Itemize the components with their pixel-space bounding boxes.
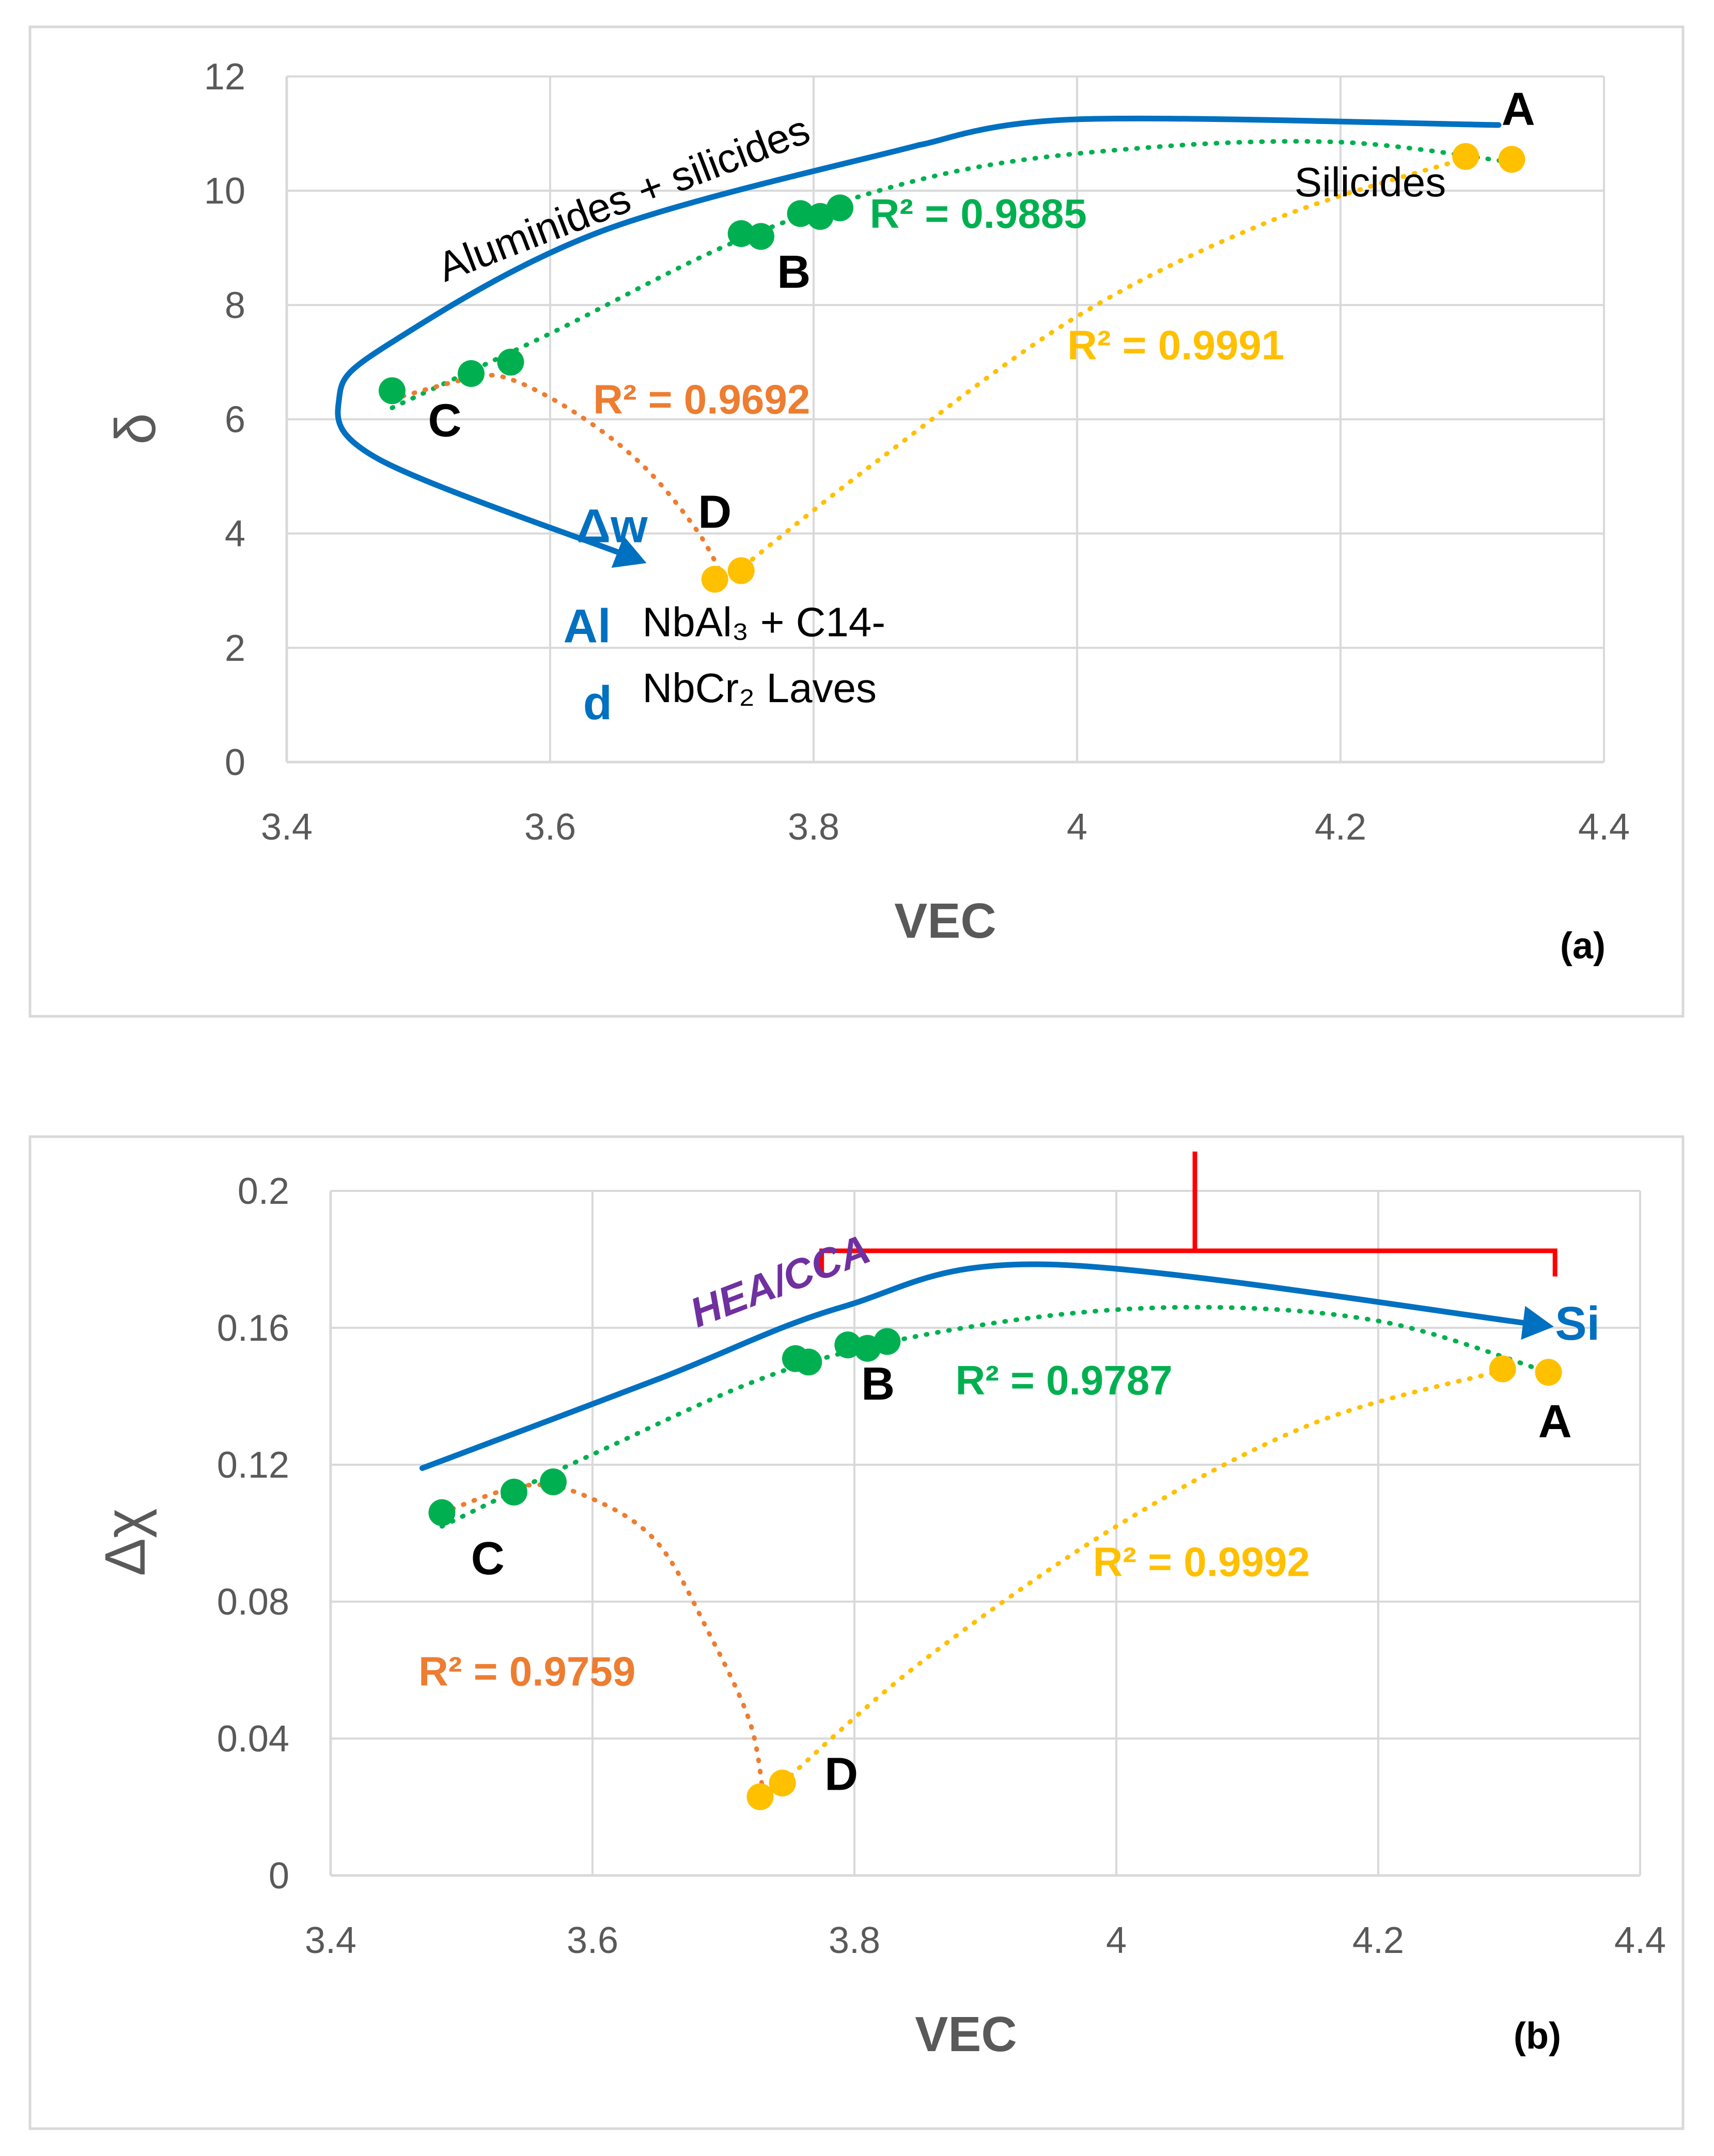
- x-tick-label: 4.2: [1352, 1920, 1404, 1961]
- y-tick-label: 0.2: [238, 1171, 289, 1212]
- panel-label-a: (a): [1560, 925, 1606, 967]
- grid-b: [329, 1190, 1641, 1877]
- region-label-silicides: Silicides: [1295, 159, 1446, 205]
- x-tick-label: 4.4: [1614, 1920, 1666, 1961]
- data-point-yellow: [1452, 143, 1479, 170]
- panel-label-b: (b): [1514, 2015, 1561, 2057]
- phase-label-line-2: NbCr₂ Laves: [643, 665, 877, 711]
- point-label-B-b: B: [861, 1358, 895, 1410]
- arrow-label-delta-w: Δw: [576, 500, 648, 552]
- r2-label-orange-b: R² = 0.9759: [418, 1648, 635, 1694]
- y-tick-label: 6: [225, 399, 245, 441]
- trendline-orange-b: [439, 1482, 766, 1792]
- arrow-label-d: d: [583, 677, 612, 730]
- x-tick-label: 3.6: [524, 806, 576, 848]
- data-point-yellow: [1489, 1355, 1516, 1383]
- r2-label-orange-a: R² = 0.9692: [593, 376, 810, 422]
- data-point-yellow: [769, 1770, 796, 1797]
- r2-label-green-a: R² = 0.9885: [870, 191, 1087, 237]
- data-point-green: [428, 1499, 456, 1526]
- arrow-label-al: Al: [564, 600, 611, 653]
- blue-arrow-b: [419, 1261, 1538, 1471]
- x-tick-label: 4: [1106, 1920, 1127, 1961]
- x-tick-label: 4: [1067, 806, 1087, 848]
- y-tick-label: 0.16: [217, 1308, 289, 1349]
- trendline-green-a: [389, 139, 1514, 410]
- data-point-yellow: [1498, 146, 1525, 173]
- blue-envelope-upper-a: [916, 115, 1502, 148]
- data-points-b: [428, 1328, 1562, 1810]
- x-axis-title-a: VEC: [894, 893, 996, 949]
- data-point-yellow: [701, 566, 728, 593]
- y-tick-label: 4: [225, 514, 245, 555]
- trendline-green-b: [439, 1305, 1551, 1529]
- y-tick-label: 8: [225, 285, 245, 326]
- point-label-C-b: C: [471, 1533, 505, 1585]
- data-points-a: [379, 143, 1525, 593]
- y-axis-title-b: Δχ: [94, 1508, 157, 1576]
- point-label-A-a: A: [1502, 84, 1535, 135]
- data-point-green: [458, 360, 485, 387]
- x-ticks-b: 3.4 3.6 3.8 4 4.2 4.4: [305, 1920, 1666, 1961]
- y-tick-label: 12: [204, 56, 245, 98]
- panel-b-frame: [28, 1135, 1685, 2130]
- point-label-C-a: C: [428, 395, 462, 447]
- x-tick-label: 4.2: [1315, 806, 1366, 848]
- y-tick-label: 0.04: [217, 1718, 289, 1760]
- x-tick-label: 3.6: [567, 1920, 618, 1961]
- phase-label-line-1: NbAl₃ + C14-: [643, 599, 886, 645]
- data-point-yellow: [727, 557, 755, 584]
- data-point-green: [500, 1479, 527, 1506]
- r2-label-green-b: R² = 0.9787: [955, 1357, 1172, 1403]
- y-tick-label: 0.08: [217, 1581, 289, 1623]
- x-tick-label: 3.8: [788, 806, 839, 848]
- r2-label-yellow-a: R² = 0.9991: [1067, 322, 1284, 368]
- data-point-yellow: [746, 1783, 774, 1810]
- red-bracket-b: [819, 1151, 1557, 1277]
- y-tick-label: 0: [269, 1855, 289, 1897]
- x-tick-label: 4.4: [1578, 806, 1630, 848]
- point-label-D-a: D: [698, 487, 731, 538]
- data-point-green: [539, 1468, 567, 1496]
- x-tick-label: 3.4: [261, 806, 313, 848]
- y-tick-label: 0: [225, 742, 245, 783]
- x-tick-label: 3.8: [829, 1920, 880, 1961]
- arrow-label-si: Si: [1555, 1297, 1600, 1350]
- data-point-green: [795, 1348, 822, 1376]
- x-tick-label: 3.4: [305, 1920, 356, 1961]
- x-axis-title-b: VEC: [915, 2007, 1017, 2062]
- blue-envelope-lower-a: [335, 142, 922, 560]
- data-point-yellow: [1535, 1359, 1562, 1386]
- data-point-green: [874, 1328, 901, 1355]
- point-label-D-b: D: [824, 1748, 858, 1800]
- data-point-green: [827, 194, 853, 222]
- y-axis-title-a: δ: [104, 413, 167, 444]
- y-tick-label: 10: [204, 170, 245, 212]
- y-ticks-b: 0 0.04 0.08 0.12 0.16 0.2: [217, 1171, 289, 1897]
- point-label-B-a: B: [777, 246, 811, 298]
- chart-b: 3.4 3.6 3.8 4 4.2 4.4 0 0.04 0.08 0.12 0.16 0.2 VE…: [94, 1151, 1666, 2062]
- r2-label-yellow-b: R² = 0.9992: [1093, 1539, 1310, 1585]
- blue-arrowhead-b: [1521, 1306, 1554, 1340]
- y-tick-label: 0.12: [217, 1445, 289, 1486]
- blue-arrowhead-a: [611, 536, 647, 568]
- data-point-green: [379, 377, 406, 405]
- data-point-green: [727, 220, 755, 247]
- x-ticks-a: 3.4 3.6 3.8 4 4.2 4.4: [261, 806, 1630, 848]
- grid-a: [285, 75, 1605, 764]
- chart-a: 3.4 3.6 3.8 4 4.2 4.4 0 2 4 6 8 10 12 VEC δ (a) A B…: [104, 56, 1630, 967]
- y-tick-label: 2: [225, 628, 245, 669]
- data-point-green: [497, 348, 524, 376]
- y-ticks-a: 0 2 4 6 8 10 12: [204, 56, 245, 783]
- data-point-green: [747, 223, 774, 250]
- trendline-yellow-b: [780, 1367, 1512, 1786]
- point-label-A-b: A: [1538, 1396, 1572, 1448]
- data-point-green: [787, 200, 814, 227]
